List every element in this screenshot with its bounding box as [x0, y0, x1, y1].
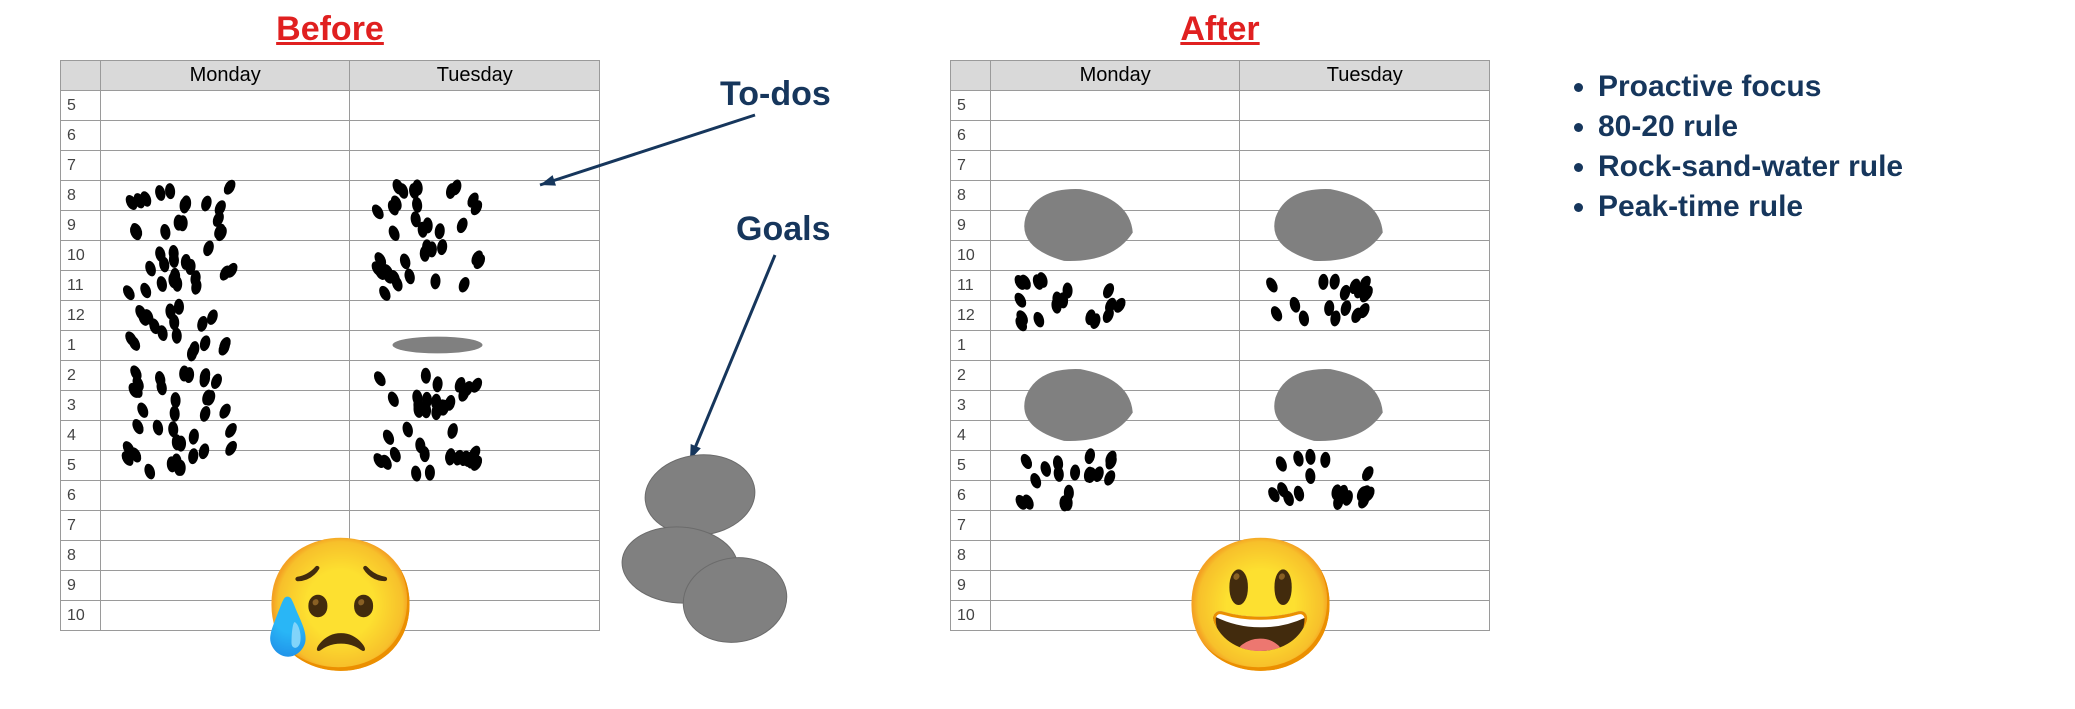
- happy-face-icon: 😃: [1180, 540, 1342, 670]
- sad-face-icon: 😥: [260, 540, 422, 670]
